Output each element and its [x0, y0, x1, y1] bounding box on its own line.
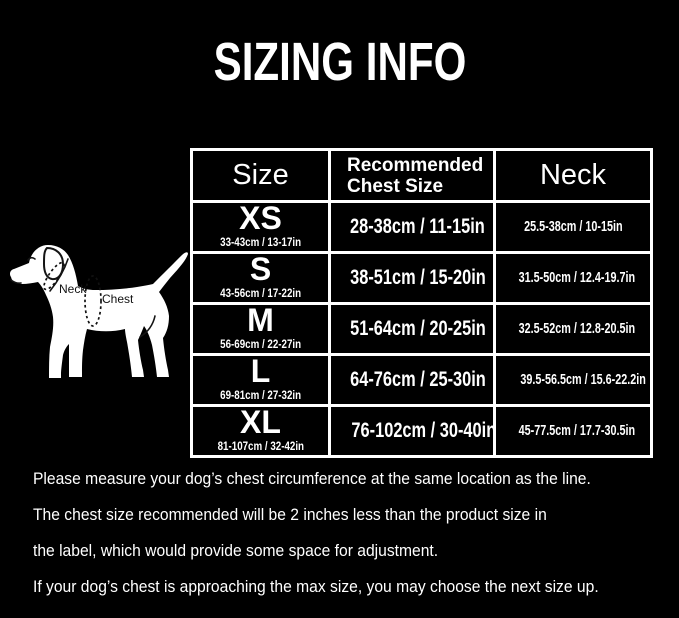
neck-cell: 45-77.5cm / 17.7-30.5in — [493, 404, 653, 458]
note-line: The chest size recommended will be 2 inc… — [33, 505, 547, 524]
dog-measurement-diagram: Neck Chest — [2, 239, 192, 384]
neck-measure-line — [43, 261, 65, 291]
neck-value: 45-77.5cm / 17.7-30.5in — [518, 422, 636, 439]
dog-diagram-svg: Neck Chest — [10, 245, 188, 378]
table-row-s: S 43-56cm / 17-22in 38-51cm / 15-20in 31… — [190, 251, 653, 305]
chest-cell: 28-38cm / 11-15in — [328, 200, 496, 254]
chest-cell: 76-102cm / 30-40in — [328, 404, 497, 458]
size-label: S — [249, 251, 272, 287]
chest-measure-ellipse — [84, 275, 102, 327]
size-cell: S 43-56cm / 17-22in — [190, 251, 331, 305]
chest-value: 64-76cm / 25-30in — [350, 368, 486, 391]
dog-silhouette — [10, 245, 188, 378]
neck-cell: 39.5-56.5cm / 15.6-22.2in — [493, 353, 653, 407]
table-row-l: L 69-81cm / 27-32in 64-76cm / 25-30in 39… — [190, 353, 653, 407]
table-header-row: Size Recommended Chest Size Neck — [190, 148, 653, 203]
neck-value: 39.5-56.5cm / 15.6-22.2in — [520, 371, 646, 388]
size-label: XS — [239, 200, 282, 236]
neck-cell: 31.5-50cm / 12.4-19.7in — [493, 251, 653, 305]
size-cell: L 69-81cm / 27-32in — [190, 353, 331, 407]
size-cell: XS 33-43cm / 13-17in — [190, 200, 331, 254]
sizing-table: Size Recommended Chest Size Neck XS 33-4… — [190, 148, 653, 458]
neck-value: 25.5-38cm / 10-15in — [523, 218, 623, 235]
note-line: Please measure your dog’s chest circumfe… — [33, 469, 591, 488]
table-row-xl: XL 81-107cm / 32-42in 76-102cm / 30-40in… — [190, 404, 653, 458]
chest-value: 38-51cm / 15-20in — [350, 266, 486, 289]
dog-thigh-line — [139, 315, 156, 338]
page-title-text: SIZING INFO — [213, 32, 466, 92]
table-row-m: M 56-69cm / 22-27in 51-64cm / 20-25in 32… — [190, 302, 653, 356]
note-line: If your dog’s chest is approaching the m… — [33, 577, 599, 596]
size-sublabel: 43-56cm / 17-22in — [220, 288, 301, 300]
neck-cell: 25.5-38cm / 10-15in — [493, 200, 653, 254]
dog-eye — [27, 256, 36, 261]
neck-value: 32.5-52cm / 12.8-20.5in — [518, 320, 636, 337]
size-label: XL — [240, 404, 281, 440]
neck-label: Neck — [59, 282, 87, 296]
neck-cell: 32.5-52cm / 12.8-20.5in — [493, 302, 653, 356]
size-cell: XL 81-107cm / 32-42in — [190, 404, 331, 458]
size-sublabel: 81-107cm / 32-42in — [217, 441, 304, 453]
header-chest: Recommended Chest Size — [328, 148, 496, 203]
size-cell: M 56-69cm / 22-27in — [190, 302, 331, 356]
chest-cell: 51-64cm / 20-25in — [328, 302, 496, 356]
size-label: M — [247, 302, 274, 338]
chest-cell: 64-76cm / 25-30in — [328, 353, 496, 407]
measuring-notes: Please measure your dog’s chest circumfe… — [33, 461, 673, 605]
header-size: Size — [190, 148, 331, 203]
chest-value: 76-102cm / 30-40in — [351, 419, 497, 442]
table-row-xs: XS 33-43cm / 13-17in 28-38cm / 11-15in 2… — [190, 200, 653, 254]
page-title: SIZING INFO — [0, 32, 679, 95]
chest-value: 51-64cm / 20-25in — [350, 317, 486, 340]
header-neck: Neck — [493, 148, 653, 203]
neck-value: 31.5-50cm / 12.4-19.7in — [518, 269, 636, 286]
size-label: L — [250, 353, 271, 389]
size-sublabel: 56-69cm / 22-27in — [220, 339, 301, 351]
note-line: the label, which would provide some spac… — [33, 541, 439, 560]
chest-cell: 38-51cm / 15-20in — [328, 251, 496, 305]
chest-label: Chest — [102, 292, 134, 306]
size-sublabel: 33-43cm / 13-17in — [220, 237, 301, 249]
size-sublabel: 69-81cm / 27-32in — [220, 390, 301, 402]
chest-value: 28-38cm / 11-15in — [350, 215, 485, 238]
dog-ear — [42, 246, 65, 281]
dog-mouth-line — [10, 279, 22, 284]
